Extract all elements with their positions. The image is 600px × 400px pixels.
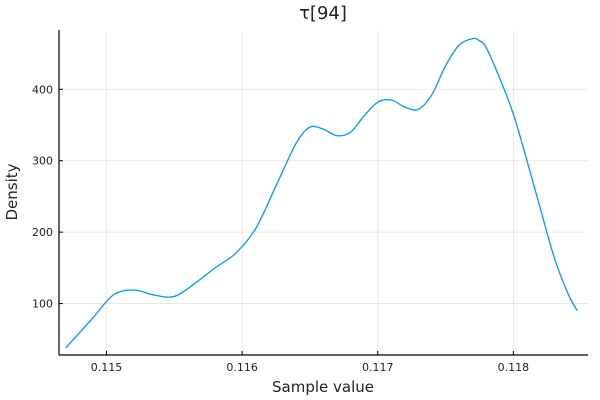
ticks: 0.115 0.116 0.117 0.118 100 200 300 400 — [32, 83, 529, 374]
x-tick-label: 0.116 — [226, 361, 258, 374]
grid — [59, 30, 588, 355]
x-tick-label: 0.115 — [91, 361, 123, 374]
y-tick-label: 200 — [32, 226, 53, 239]
x-axis-label: Sample value — [272, 378, 374, 396]
y-tick-label: 300 — [32, 155, 53, 168]
axes — [58, 30, 588, 356]
y-axis-label: Density — [3, 163, 21, 220]
chart-title: τ[94] — [299, 3, 347, 24]
series — [65, 37, 578, 349]
x-tick-label: 0.117 — [362, 361, 394, 374]
x-tick-label: 0.118 — [498, 361, 530, 374]
y-tick-label: 400 — [32, 83, 53, 96]
density-series-line — [65, 37, 578, 349]
y-tick-label: 100 — [32, 298, 53, 311]
